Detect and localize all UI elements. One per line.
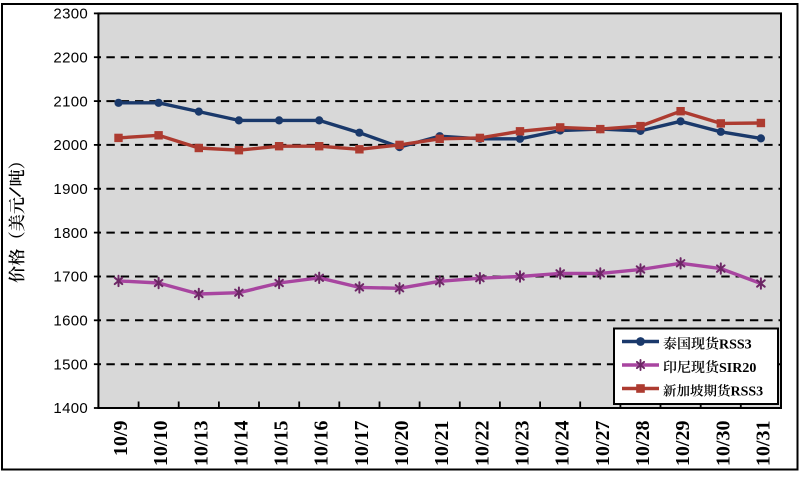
svg-text:10/28: 10/28 — [632, 421, 654, 467]
svg-text:10/23: 10/23 — [512, 421, 534, 467]
svg-text:10/14: 10/14 — [230, 421, 252, 467]
svg-text:10/31: 10/31 — [752, 421, 774, 467]
svg-text:1900: 1900 — [53, 181, 88, 198]
svg-text:1800: 1800 — [53, 225, 88, 242]
svg-text:1400: 1400 — [53, 400, 88, 417]
svg-text:10/22: 10/22 — [471, 421, 493, 467]
svg-text:10/30: 10/30 — [712, 421, 734, 467]
svg-text:2300: 2300 — [53, 6, 88, 23]
svg-text:1500: 1500 — [53, 356, 88, 373]
svg-text:10/24: 10/24 — [552, 421, 574, 467]
svg-text:2000: 2000 — [53, 137, 88, 154]
svg-text:RSS3: RSS3 — [731, 385, 764, 400]
svg-text:10/27: 10/27 — [592, 421, 614, 467]
svg-text:1600: 1600 — [53, 313, 88, 330]
svg-text:2200: 2200 — [53, 49, 88, 66]
svg-text:10/10: 10/10 — [150, 421, 172, 467]
svg-text:10/15: 10/15 — [271, 421, 293, 467]
svg-text:10/16: 10/16 — [311, 421, 333, 467]
svg-text:RSS3: RSS3 — [719, 338, 752, 353]
svg-text:10/21: 10/21 — [431, 421, 453, 467]
svg-text:1700: 1700 — [53, 269, 88, 286]
svg-text:10/9: 10/9 — [110, 421, 132, 457]
svg-text:2100: 2100 — [53, 93, 88, 110]
svg-text:10/29: 10/29 — [672, 421, 694, 467]
svg-text:SIR20: SIR20 — [719, 361, 756, 376]
svg-text:10/13: 10/13 — [190, 421, 212, 467]
svg-text:10/17: 10/17 — [351, 421, 373, 467]
svg-text:10/20: 10/20 — [391, 421, 413, 467]
